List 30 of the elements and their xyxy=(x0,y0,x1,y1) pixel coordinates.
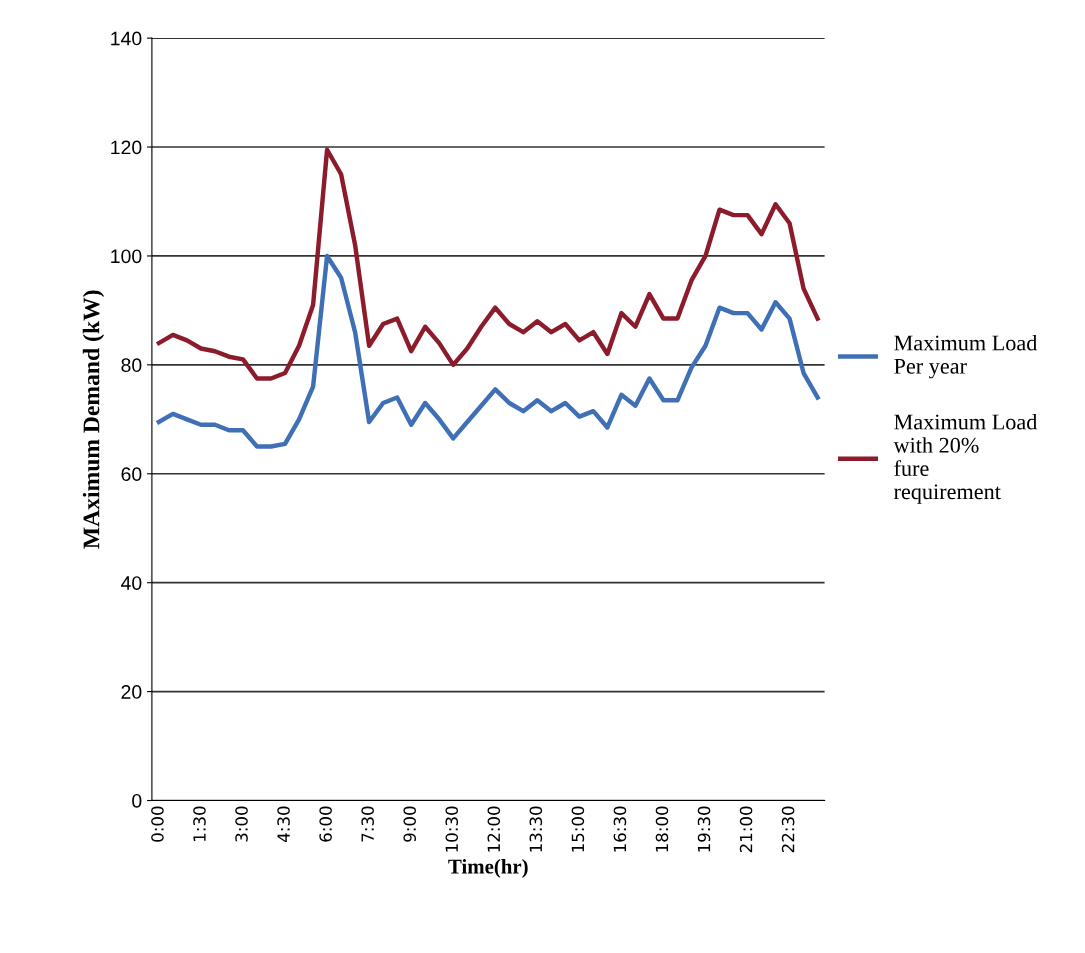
line-series xyxy=(156,253,820,449)
legend-label: Maximum Load Per year xyxy=(894,334,1038,379)
x-axis-title: Time(hr) xyxy=(448,858,528,878)
y-tick-label: 60 xyxy=(121,467,142,482)
x-tick-label: 12:00 xyxy=(487,806,501,852)
y-tick-label: 140 xyxy=(111,31,142,46)
x-tick-label: 4:30 xyxy=(277,806,290,842)
legend-label: Maximum Load with 20% fure requirement xyxy=(893,413,1038,504)
x-tick-label: 9:00 xyxy=(403,806,417,842)
x-tick-label: 10:30 xyxy=(445,806,459,852)
line-series xyxy=(156,147,820,381)
y-tick-label: 100 xyxy=(111,249,142,264)
x-tick-label: 19:30 xyxy=(697,806,711,852)
y-tick-label: 0 xyxy=(132,793,142,808)
y-tick-label: 40 xyxy=(121,576,142,590)
x-tick-label: 13:30 xyxy=(529,806,543,852)
x-tick-label: 7:30 xyxy=(361,806,374,842)
x-tick-label: 3:00 xyxy=(235,806,248,842)
y-axis-title: MAximum Demand (kW) xyxy=(82,290,105,549)
y-tick-label: 20 xyxy=(121,685,142,699)
x-tick-label: 18:00 xyxy=(655,806,669,852)
x-tick-label: 21:00 xyxy=(739,806,753,853)
x-tick-label: 15:00 xyxy=(571,806,585,852)
x-tick-label: 22:30 xyxy=(781,806,795,853)
x-tick-label: 1:30 xyxy=(193,806,206,841)
x-tick-label: 6:00 xyxy=(319,806,332,842)
x-tick-label: 16:30 xyxy=(613,806,627,852)
y-tick-label: 80 xyxy=(121,358,142,373)
y-tick-label: 120 xyxy=(111,140,142,155)
x-tick-label: 0:00 xyxy=(151,806,164,842)
